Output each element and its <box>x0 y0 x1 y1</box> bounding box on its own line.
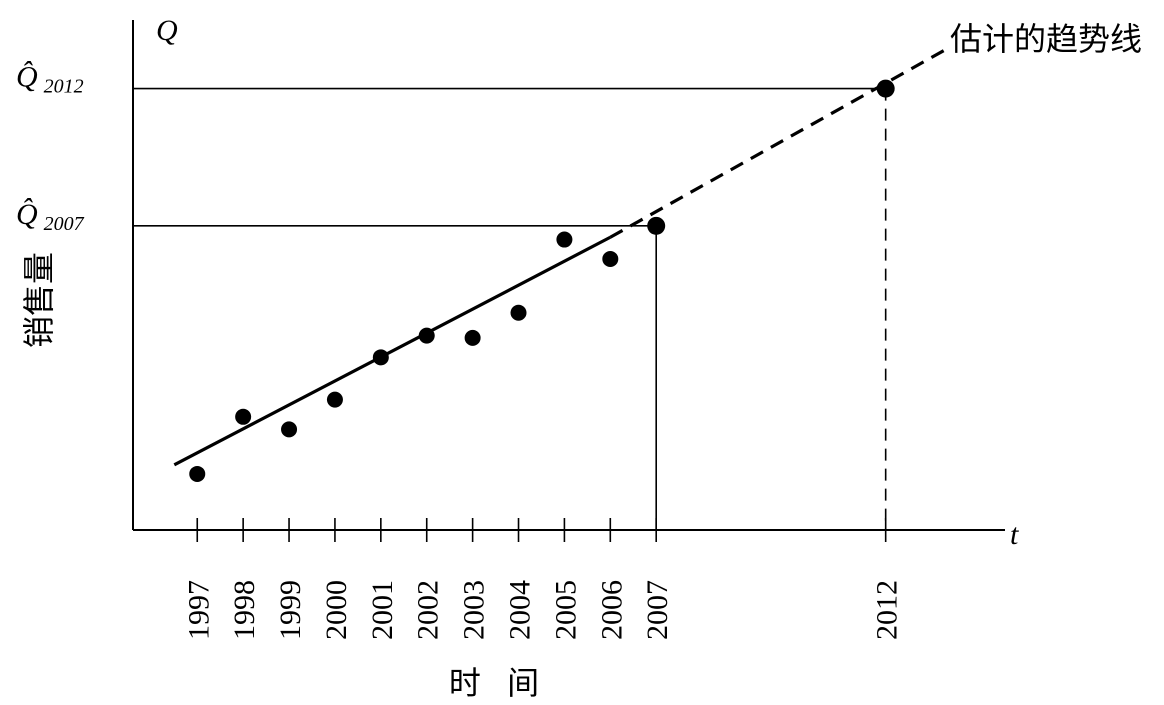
trend-lines <box>173 48 947 467</box>
x-tick-label-2000: 2000 <box>320 580 353 640</box>
data-point-2005 <box>556 231 573 248</box>
q-hat-label-2012: Q̂ 2012 <box>16 60 84 97</box>
q-hat-subscript: 2007 <box>44 213 85 235</box>
x-tick-label-2003: 2003 <box>458 580 491 640</box>
x-tick-label-1998: 1998 <box>228 580 261 640</box>
q-hat-subscript: 2012 <box>44 76 84 98</box>
trend-line-label: 估计的趋势线 <box>950 20 1142 58</box>
y-axis-label: 销售量 <box>20 252 58 348</box>
y-axis-symbol: Q <box>156 14 178 47</box>
data-point-2006 <box>602 250 619 267</box>
x-tick-label-1997: 1997 <box>182 580 215 640</box>
q-hat-label-2007: Q̂ 2007 <box>16 198 85 235</box>
data-point-2004 <box>510 304 527 321</box>
data-point-2002 <box>418 327 435 344</box>
x-tick-label-2007: 2007 <box>641 580 674 640</box>
data-point-2000 <box>326 391 343 408</box>
axes <box>132 20 1005 531</box>
x-tick-label-2004: 2004 <box>504 580 537 640</box>
x-ticks: 1997 1998 1999 2000 2001 2002 2003 2004 2005 2006… <box>182 518 904 640</box>
labels: Q t 估计的趋势线 时 间 销售量 Q̂ 2007 Q̂ 2012 <box>16 14 1142 702</box>
x-tick-label-2012: 2012 <box>871 580 904 640</box>
trend-line-dashed <box>609 48 947 239</box>
data-point-1999 <box>281 421 298 438</box>
q-hat-symbol: Q̂ <box>16 60 38 93</box>
data-point-1998 <box>235 408 252 425</box>
x-axis-label: 时 间 <box>449 664 547 702</box>
x-tick-label-2001: 2001 <box>366 580 399 640</box>
forecast-point-2012 <box>876 79 895 98</box>
q-hat-symbol: Q̂ <box>16 198 38 231</box>
x-axis-symbol: t <box>1010 518 1019 551</box>
x-tick-label-1999: 1999 <box>274 580 307 640</box>
x-tick-label-2005: 2005 <box>549 580 582 640</box>
trend-line-solid <box>173 235 612 467</box>
forecast-guide-lines <box>133 87 887 530</box>
data-points <box>189 79 895 482</box>
data-point-2001 <box>372 349 389 366</box>
data-point-2003 <box>464 329 481 346</box>
data-point-1997 <box>189 465 206 482</box>
forecast-point-2007 <box>647 216 666 235</box>
x-tick-label-2002: 2002 <box>412 580 445 640</box>
x-tick-label-2006: 2006 <box>595 580 628 640</box>
